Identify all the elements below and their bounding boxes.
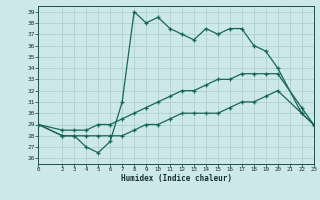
X-axis label: Humidex (Indice chaleur): Humidex (Indice chaleur) <box>121 174 231 183</box>
